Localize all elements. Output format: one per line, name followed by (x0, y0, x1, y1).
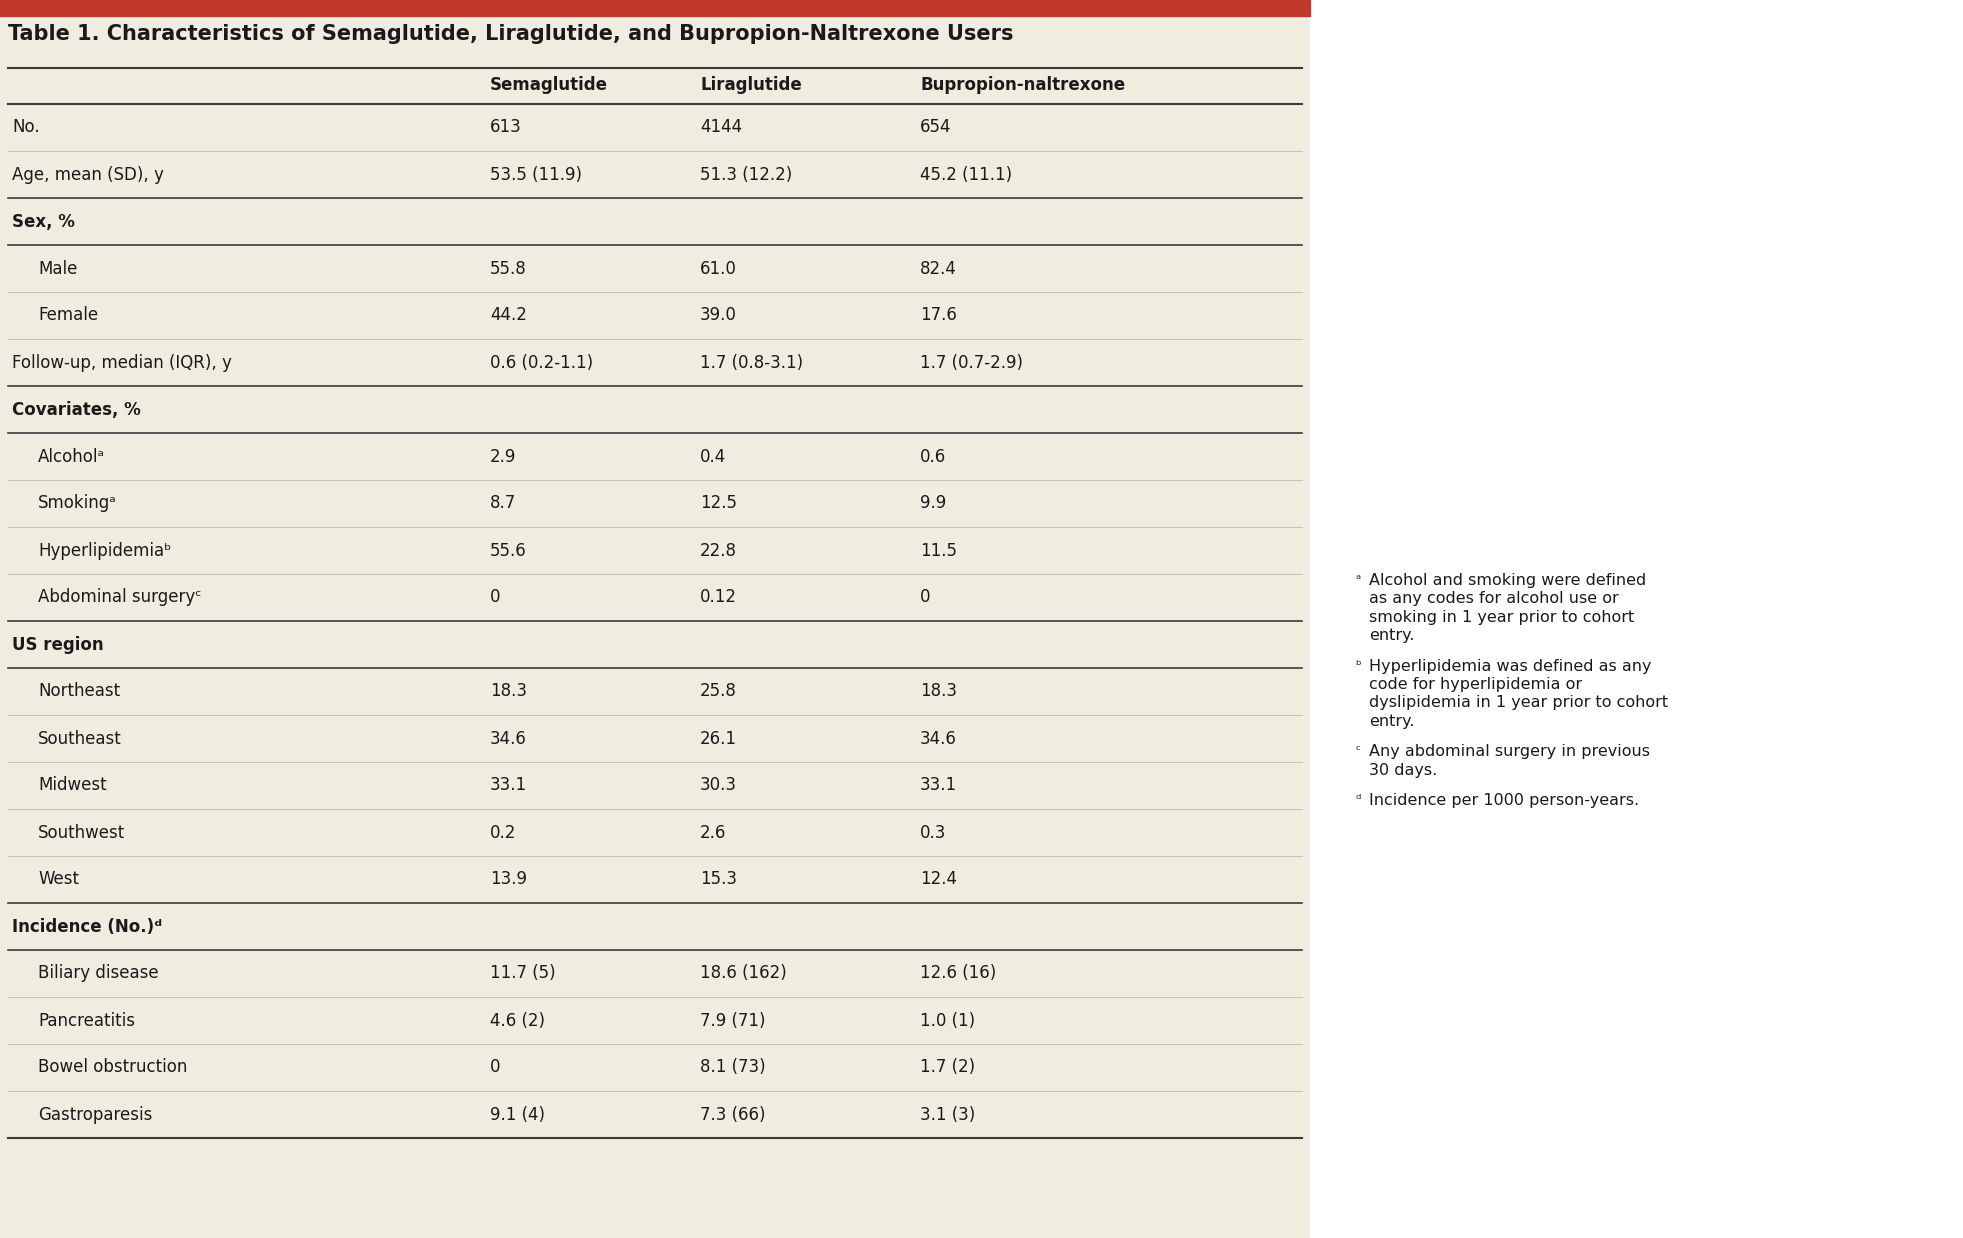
Text: Alcoholᵃ: Alcoholᵃ (37, 447, 104, 465)
Text: code for hyperlipidemia or: code for hyperlipidemia or (1368, 677, 1582, 692)
Text: 654: 654 (921, 119, 952, 136)
Text: 34.6: 34.6 (491, 729, 526, 748)
Text: 12.4: 12.4 (921, 870, 958, 889)
Text: 8.7: 8.7 (491, 494, 516, 513)
Text: Semaglutide: Semaglutide (491, 76, 609, 94)
Text: 17.6: 17.6 (921, 307, 956, 324)
Text: 9.9: 9.9 (921, 494, 946, 513)
Text: 22.8: 22.8 (701, 541, 736, 560)
Text: 55.6: 55.6 (491, 541, 526, 560)
Text: Biliary disease: Biliary disease (37, 964, 159, 983)
Text: Table 1. Characteristics of Semaglutide, Liraglutide, and Bupropion-Naltrexone U: Table 1. Characteristics of Semaglutide,… (8, 24, 1013, 45)
Text: 44.2: 44.2 (491, 307, 526, 324)
Text: Liraglutide: Liraglutide (701, 76, 801, 94)
Text: 2.6: 2.6 (701, 823, 726, 842)
Bar (0, 0, 1309, 16)
Text: 0: 0 (921, 588, 930, 607)
Text: smoking in 1 year prior to cohort: smoking in 1 year prior to cohort (1368, 610, 1635, 625)
Text: Smokingᵃ: Smokingᵃ (37, 494, 116, 513)
Text: 55.8: 55.8 (491, 260, 526, 277)
Text: 18.3: 18.3 (491, 682, 526, 701)
Text: 0.6: 0.6 (921, 447, 946, 465)
Text: 12.6 (16): 12.6 (16) (921, 964, 997, 983)
Bar (0, 0, 1309, 1238)
Text: ᵈ: ᵈ (1354, 794, 1360, 806)
Text: No.: No. (12, 119, 39, 136)
Text: 13.9: 13.9 (491, 870, 526, 889)
Text: 51.3 (12.2): 51.3 (12.2) (701, 166, 793, 183)
Text: Bowel obstruction: Bowel obstruction (37, 1058, 186, 1077)
Text: 12.5: 12.5 (701, 494, 736, 513)
Text: Any abdominal surgery in previous: Any abdominal surgery in previous (1368, 744, 1651, 759)
Text: ᶜ: ᶜ (1354, 744, 1360, 758)
Text: 4.6 (2): 4.6 (2) (491, 1011, 546, 1030)
Text: Gastroparesis: Gastroparesis (37, 1106, 153, 1124)
Text: 1.7 (0.7-2.9): 1.7 (0.7-2.9) (921, 354, 1023, 371)
Text: Covariates, %: Covariates, % (12, 401, 141, 418)
Text: 0.6 (0.2-1.1): 0.6 (0.2-1.1) (491, 354, 593, 371)
Text: US region: US region (12, 635, 104, 654)
Text: 11.7 (5): 11.7 (5) (491, 964, 556, 983)
Text: 39.0: 39.0 (701, 307, 736, 324)
Text: Incidence per 1000 person-years.: Incidence per 1000 person-years. (1368, 794, 1639, 808)
Text: 3.1 (3): 3.1 (3) (921, 1106, 976, 1124)
Text: Female: Female (37, 307, 98, 324)
Bar (1309, 0, 1963, 1238)
Text: Alcohol and smoking were defined: Alcohol and smoking were defined (1368, 573, 1647, 588)
Text: 53.5 (11.9): 53.5 (11.9) (491, 166, 581, 183)
Text: Male: Male (37, 260, 77, 277)
Text: 8.1 (73): 8.1 (73) (701, 1058, 766, 1077)
Text: Abdominal surgeryᶜ: Abdominal surgeryᶜ (37, 588, 202, 607)
Text: 15.3: 15.3 (701, 870, 736, 889)
Text: 1.0 (1): 1.0 (1) (921, 1011, 976, 1030)
Text: ᵃ: ᵃ (1354, 573, 1360, 586)
Text: 2.9: 2.9 (491, 447, 516, 465)
Text: 26.1: 26.1 (701, 729, 736, 748)
Text: 82.4: 82.4 (921, 260, 956, 277)
Text: 18.6 (162): 18.6 (162) (701, 964, 787, 983)
Text: Southeast: Southeast (37, 729, 122, 748)
Text: Pancreatitis: Pancreatitis (37, 1011, 135, 1030)
Text: 45.2 (11.1): 45.2 (11.1) (921, 166, 1013, 183)
Text: 33.1: 33.1 (921, 776, 958, 795)
Text: 11.5: 11.5 (921, 541, 958, 560)
Text: 613: 613 (491, 119, 522, 136)
Text: 4144: 4144 (701, 119, 742, 136)
Text: 30.3: 30.3 (701, 776, 736, 795)
Text: 1.7 (2): 1.7 (2) (921, 1058, 976, 1077)
Text: 61.0: 61.0 (701, 260, 736, 277)
Text: 30 days.: 30 days. (1368, 763, 1437, 777)
Text: dyslipidemia in 1 year prior to cohort: dyslipidemia in 1 year prior to cohort (1368, 696, 1669, 711)
Text: Hyperlipidemiaᵇ: Hyperlipidemiaᵇ (37, 541, 171, 560)
Text: 0: 0 (491, 1058, 501, 1077)
Text: 0.2: 0.2 (491, 823, 516, 842)
Text: 1.7 (0.8-3.1): 1.7 (0.8-3.1) (701, 354, 803, 371)
Text: Hyperlipidemia was defined as any: Hyperlipidemia was defined as any (1368, 659, 1651, 673)
Text: Age, mean (SD), y: Age, mean (SD), y (12, 166, 163, 183)
Text: Bupropion-naltrexone: Bupropion-naltrexone (921, 76, 1125, 94)
Text: 33.1: 33.1 (491, 776, 528, 795)
Text: 7.9 (71): 7.9 (71) (701, 1011, 766, 1030)
Text: 34.6: 34.6 (921, 729, 956, 748)
Text: entry.: entry. (1368, 714, 1415, 729)
Text: 25.8: 25.8 (701, 682, 736, 701)
Text: Incidence (No.)ᵈ: Incidence (No.)ᵈ (12, 917, 163, 936)
Text: entry.: entry. (1368, 628, 1415, 644)
Text: Midwest: Midwest (37, 776, 106, 795)
Text: 18.3: 18.3 (921, 682, 958, 701)
Text: ᵇ: ᵇ (1354, 659, 1360, 671)
Text: Southwest: Southwest (37, 823, 126, 842)
Text: 0.3: 0.3 (921, 823, 946, 842)
Text: Northeast: Northeast (37, 682, 120, 701)
Text: Follow-up, median (IQR), y: Follow-up, median (IQR), y (12, 354, 232, 371)
Text: 0: 0 (491, 588, 501, 607)
Text: 7.3 (66): 7.3 (66) (701, 1106, 766, 1124)
Text: Sex, %: Sex, % (12, 213, 75, 230)
Text: West: West (37, 870, 79, 889)
Text: 0.4: 0.4 (701, 447, 726, 465)
Text: 0.12: 0.12 (701, 588, 736, 607)
Text: as any codes for alcohol use or: as any codes for alcohol use or (1368, 592, 1619, 607)
Text: 9.1 (4): 9.1 (4) (491, 1106, 546, 1124)
